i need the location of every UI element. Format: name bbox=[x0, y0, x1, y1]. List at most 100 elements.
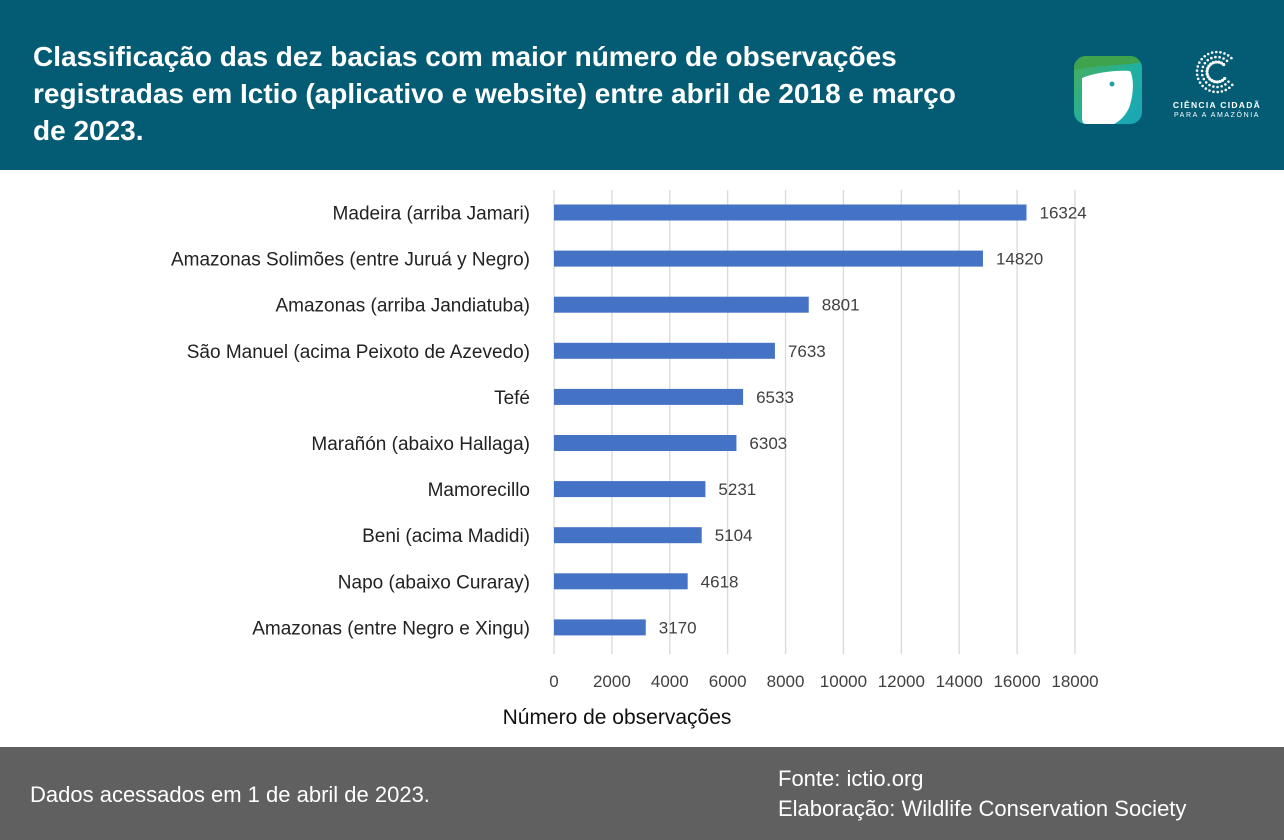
logo-dot bbox=[1220, 90, 1224, 93]
value-label: 6533 bbox=[756, 388, 794, 407]
value-label: 16324 bbox=[1039, 204, 1086, 223]
logo-dot bbox=[1209, 62, 1213, 66]
logo-dot bbox=[1206, 75, 1210, 79]
logo-dot bbox=[1204, 87, 1208, 90]
logo-dot bbox=[1219, 51, 1222, 54]
logo-dot bbox=[1195, 73, 1199, 77]
x-axis-label: Número de observações bbox=[503, 706, 732, 729]
bars bbox=[554, 204, 1027, 636]
logo-dot bbox=[1212, 90, 1215, 93]
logo-dot bbox=[1212, 80, 1217, 84]
logo-dot bbox=[1210, 51, 1214, 54]
category-label: Amazonas (entre Negro e Xingu) bbox=[252, 618, 530, 639]
bar bbox=[554, 619, 646, 636]
logo-dot bbox=[1206, 52, 1210, 56]
category-label: Madeira (arriba Jamari) bbox=[333, 204, 530, 225]
logo-dot bbox=[1222, 57, 1225, 60]
logo-dot bbox=[1230, 56, 1233, 60]
logo-dot bbox=[1231, 83, 1234, 87]
x-tick-label: 0 bbox=[549, 672, 558, 691]
logo-dot bbox=[1214, 60, 1218, 64]
logo-dot bbox=[1214, 55, 1217, 59]
logo-dot bbox=[1215, 80, 1219, 84]
logo-dot bbox=[1228, 86, 1231, 90]
logo-dot bbox=[1205, 72, 1209, 76]
logo-dot bbox=[1201, 84, 1204, 88]
bar bbox=[554, 435, 737, 451]
logo-dot bbox=[1216, 85, 1219, 89]
x-tick-label: 12000 bbox=[878, 672, 925, 691]
value-label: 14820 bbox=[996, 250, 1043, 269]
logo-dot bbox=[1206, 58, 1210, 62]
logo-dot bbox=[1211, 61, 1215, 65]
logo-dot bbox=[1227, 80, 1230, 83]
bar bbox=[554, 527, 702, 544]
chart-title: Classificação das dez bacias com maior n… bbox=[33, 41, 956, 146]
logo-dot bbox=[1200, 69, 1204, 73]
logo-dot bbox=[1195, 69, 1199, 72]
x-tick-label: 8000 bbox=[767, 672, 805, 691]
logo-dot bbox=[1215, 50, 1218, 54]
x-tick-label: 6000 bbox=[709, 672, 747, 691]
x-tick-label: 4000 bbox=[651, 672, 689, 691]
logo-dot bbox=[1203, 61, 1207, 65]
logo-dot bbox=[1201, 73, 1204, 77]
logo-dot bbox=[1220, 84, 1223, 88]
logo-dot bbox=[1208, 89, 1211, 92]
category-label: Tefé bbox=[494, 388, 530, 409]
bar bbox=[554, 204, 1027, 221]
header-banner: Classificação das dez bacias com maior n… bbox=[0, 0, 1284, 170]
tick-labels: 0 2000 4000 6000 8000 10000 12000 14000 16000 180… bbox=[549, 672, 1098, 691]
value-labels: 16324 14820 8801 7633 6533 6303 5231 5104 4618 31… bbox=[659, 204, 1087, 638]
bar bbox=[554, 481, 706, 498]
x-tick-label: 16000 bbox=[993, 672, 1040, 691]
logo-dot bbox=[1203, 54, 1206, 58]
logo-dot bbox=[1218, 79, 1222, 84]
category-labels: Madeira (arriba Jamari) Amazonas Solimões… bbox=[171, 204, 530, 640]
data-access-note: Dados acessados em 1 de abril de 2023. bbox=[30, 782, 430, 807]
x-tick-label: 10000 bbox=[820, 672, 867, 691]
cc-logo-name: CIÊNCIA CIDADÃ bbox=[1172, 100, 1262, 110]
credit-text: Elaboração: Wildlife Conservation Societ… bbox=[778, 796, 1187, 821]
category-label: Mamorecillo bbox=[428, 480, 530, 501]
x-tick-label: 18000 bbox=[1051, 672, 1098, 691]
logo-dot bbox=[1196, 77, 1200, 81]
logo-dot bbox=[1206, 66, 1210, 71]
category-label: Amazonas Solimões (entre Juruá y Negro) bbox=[171, 250, 530, 271]
bar bbox=[554, 388, 744, 405]
logo-dot bbox=[1205, 69, 1209, 73]
logo-dot bbox=[1224, 83, 1227, 86]
value-label: 5231 bbox=[718, 480, 756, 499]
bar bbox=[554, 296, 809, 313]
fish-app-icon bbox=[1074, 56, 1142, 124]
logo-dot bbox=[1196, 65, 1200, 68]
bar bbox=[554, 342, 775, 359]
logo-dot bbox=[1219, 61, 1223, 65]
value-label: 4618 bbox=[701, 572, 739, 591]
category-label: São Manuel (acima Peixoto de Azevedo) bbox=[187, 342, 530, 363]
value-label: 7633 bbox=[788, 342, 826, 361]
value-label: 8801 bbox=[822, 296, 860, 315]
logo-dot bbox=[1224, 88, 1228, 92]
logo-dot bbox=[1216, 90, 1219, 94]
logo-dot bbox=[1223, 52, 1226, 55]
logo-dot bbox=[1200, 57, 1203, 61]
category-label: Marañón (abaixo Hallaga) bbox=[311, 434, 530, 455]
logo-dot bbox=[1212, 85, 1215, 88]
bar-chart: Madeira (arriba Jamari) Amazonas Solimões… bbox=[171, 190, 1099, 729]
x-tick-label: 2000 bbox=[593, 672, 631, 691]
logo-dot bbox=[1225, 59, 1229, 63]
logo-dot bbox=[1204, 81, 1208, 84]
source-credits: Fonte: ictio.org Elaboração: Wildlife Co… bbox=[778, 764, 1186, 824]
logo-dot bbox=[1217, 60, 1221, 64]
logo-dot bbox=[1198, 61, 1201, 64]
logo-dot bbox=[1220, 78, 1225, 82]
value-label: 5104 bbox=[715, 526, 753, 545]
logo-dot bbox=[1201, 65, 1205, 69]
logo-dot bbox=[1210, 56, 1213, 60]
value-label: 6303 bbox=[749, 434, 787, 453]
value-label: 3170 bbox=[659, 618, 697, 637]
logo-dot bbox=[1226, 54, 1230, 57]
logo-dot bbox=[1198, 81, 1202, 84]
logo-dot bbox=[1207, 64, 1211, 68]
